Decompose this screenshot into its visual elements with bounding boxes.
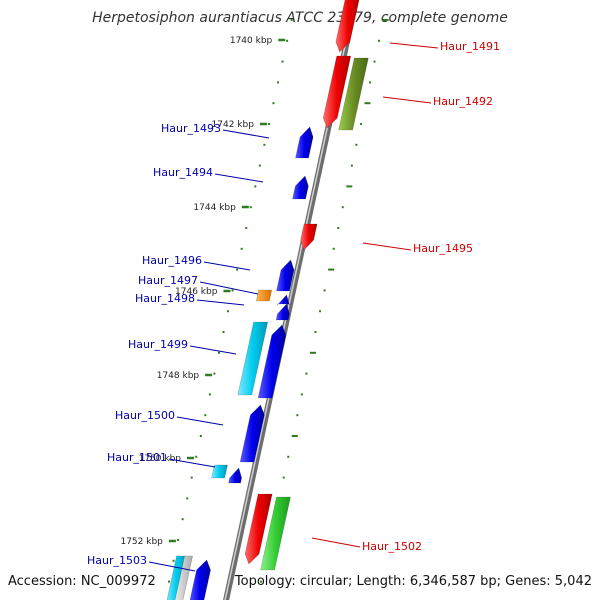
gene-label-haur-1492[interactable]: Haur_1492: [433, 95, 493, 108]
gene-arrow-haur-1498a[interactable]: [276, 294, 290, 307]
gene-leader-line: [389, 42, 439, 49]
gene-arrow-haur-1503[interactable]: [189, 559, 211, 600]
gene-leader-line: [222, 129, 270, 139]
accession-text: Accession: NC_009972: [8, 574, 156, 589]
gene-arrow-haur-1496[interactable]: [276, 259, 295, 292]
gene-arrow-haur-1494[interactable]: [292, 175, 309, 200]
gene-leader-line: [189, 345, 237, 355]
gene-leader-line: [203, 261, 251, 271]
gene-arrow-haur-1495[interactable]: [300, 223, 318, 251]
gene-arrow-haur-1503g[interactable]: [174, 555, 193, 600]
gene-label-haur-1503[interactable]: Haur_1503: [87, 554, 147, 567]
gene-label-haur-1494[interactable]: Haur_1494: [153, 166, 213, 179]
map-title: Herpetosiphon aurantiacus ATCC 23779, co…: [92, 10, 508, 26]
gene-label-haur-1497[interactable]: Haur_1497: [138, 274, 198, 287]
gene-arrow-haur-1498[interactable]: [275, 303, 290, 321]
gene-arrow-haur-1502b[interactable]: [260, 496, 291, 571]
gene-arrow-haur-1493[interactable]: [295, 126, 314, 159]
scale-label: 1748 kbp: [157, 371, 200, 381]
gene-leader-line: [168, 458, 216, 468]
gene-label-haur-1496[interactable]: Haur_1496: [142, 254, 202, 267]
gene-arrow-haur-1500[interactable]: [239, 404, 265, 463]
gene-arrow-haur-1492b[interactable]: [338, 57, 369, 131]
gene-arrow-haur-1499b[interactable]: [237, 321, 269, 396]
gene-leader-line: [311, 537, 361, 548]
gene-arrow-haur-1497[interactable]: [255, 289, 273, 302]
gene-arrow-haur-1499[interactable]: [257, 324, 287, 399]
gene-leader-line: [362, 242, 412, 251]
gene-label-haur-1491[interactable]: Haur_1491: [440, 40, 500, 53]
gene-arrow-haur-1501[interactable]: [228, 467, 242, 484]
gene-leader-line: [176, 416, 224, 426]
scale-label: 1742 kbp: [212, 120, 255, 130]
genome-summary-text: Topology: circular; Length: 6,346,587 bp…: [234, 574, 592, 589]
gene-label-haur-1502[interactable]: Haur_1502: [362, 540, 422, 553]
scale-label: 1744 kbp: [193, 203, 236, 213]
scale-label: 1752 kbp: [120, 537, 163, 547]
gene-leader-line: [148, 561, 196, 572]
scale-label: 1740 kbp: [230, 36, 273, 46]
gene-arrow-haur-1491[interactable]: [335, 0, 360, 53]
gene-leader-line: [382, 96, 432, 104]
gene-arrow-haur-1503c[interactable]: [166, 555, 187, 600]
gene-leader-line: [199, 281, 259, 295]
gene-leader-line: [196, 299, 245, 306]
gene-arrow-haur-1502[interactable]: [244, 493, 273, 565]
gene-label-haur-1493[interactable]: Haur_1493: [161, 122, 221, 135]
gene-leader-line: [214, 173, 264, 183]
gene-arrow-haur-1501b[interactable]: [211, 464, 228, 479]
gene-label-haur-1499[interactable]: Haur_1499: [128, 338, 188, 351]
gene-arrow-haur-1492[interactable]: [322, 55, 352, 129]
gene-label-haur-1498[interactable]: Haur_1498: [135, 292, 195, 305]
gene-label-haur-1500[interactable]: Haur_1500: [115, 409, 175, 422]
scale-label: 1746 kbp: [175, 287, 218, 297]
gene-label-haur-1495[interactable]: Haur_1495: [413, 242, 473, 255]
scale-label: 1750 kbp: [139, 454, 182, 464]
gene-label-haur-1501[interactable]: Haur_1501: [107, 451, 167, 464]
